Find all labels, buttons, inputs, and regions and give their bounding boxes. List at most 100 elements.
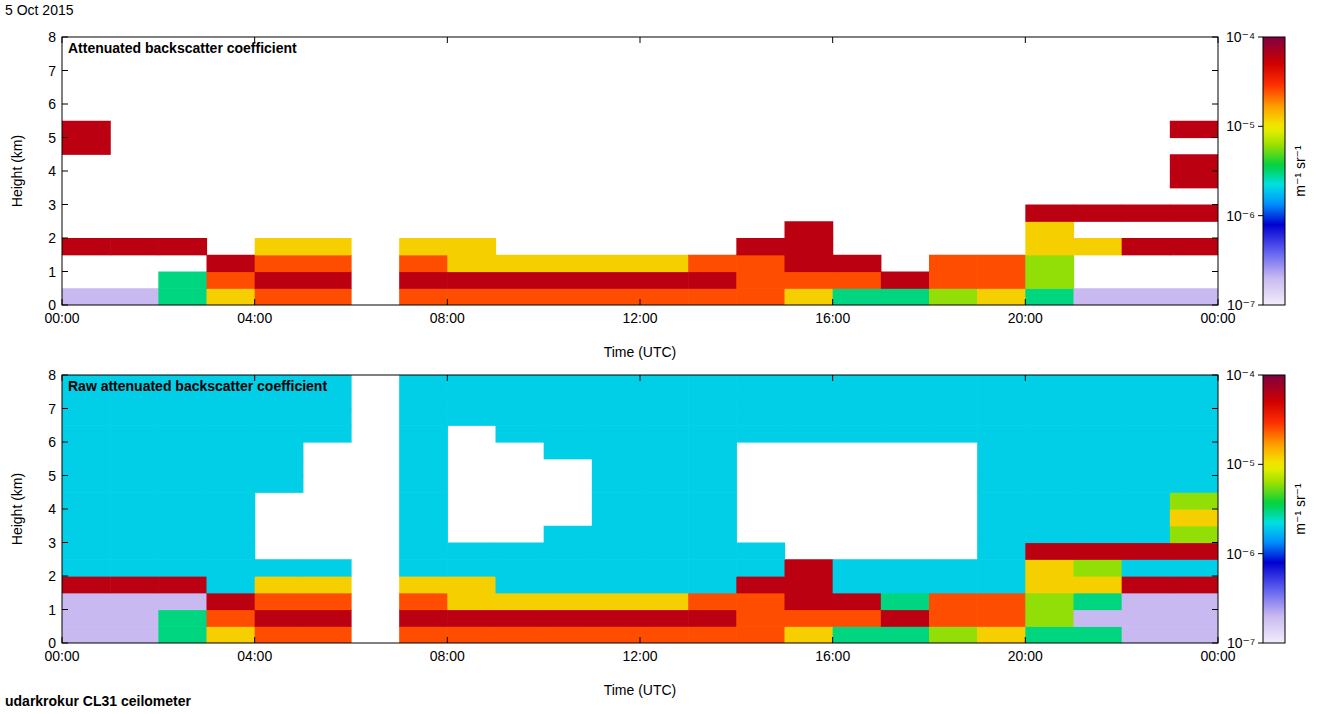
heat-cell — [62, 576, 111, 593]
heat-cell — [255, 409, 304, 426]
heat-cell — [688, 492, 737, 509]
heat-cell — [833, 409, 882, 426]
heat-cell — [640, 476, 689, 493]
heat-cell — [640, 442, 689, 459]
heat-cell — [399, 526, 448, 543]
heat-cell — [207, 543, 256, 560]
heat-cell — [592, 442, 641, 459]
heat-cell — [688, 375, 737, 392]
heat-cell — [1025, 593, 1074, 610]
heat-cell — [255, 392, 304, 409]
heat-cell — [1025, 375, 1074, 392]
heat-cell — [833, 392, 882, 409]
heat-cell — [736, 593, 785, 610]
heat-cell — [977, 593, 1026, 610]
heat-cell — [881, 409, 930, 426]
heat-cell — [1170, 171, 1218, 188]
y-axis-title: Height (km) — [9, 135, 25, 207]
heat-cell — [303, 409, 352, 426]
heat-cell — [833, 610, 882, 627]
panel-title: Raw attenuated backscatter coefficient — [68, 378, 327, 394]
heat-cell — [881, 610, 930, 627]
x-tick — [62, 37, 63, 43]
heat-cell — [110, 559, 159, 576]
heat-cell — [640, 559, 689, 576]
x-tick-label: 16:00 — [815, 648, 850, 664]
y-tick — [1212, 509, 1218, 510]
y-tick — [1212, 238, 1218, 239]
heat-cell — [929, 559, 978, 576]
heat-cell — [736, 543, 785, 560]
x-tick — [640, 637, 641, 643]
heat-cell — [881, 559, 930, 576]
heat-cell — [62, 442, 111, 459]
heat-cell — [544, 409, 593, 426]
heat-cell — [255, 442, 304, 459]
heat-cell — [62, 476, 111, 493]
heat-cell — [496, 610, 545, 627]
y-tick-label: 4 — [48, 501, 56, 517]
heat-cell — [158, 576, 207, 593]
heat-cell — [1170, 509, 1218, 526]
plot-frame — [62, 37, 1218, 305]
heat-cell — [640, 576, 689, 593]
heat-cell — [158, 559, 207, 576]
heat-cell — [110, 409, 159, 426]
heat-cell — [1074, 509, 1123, 526]
heat-cell — [496, 392, 545, 409]
heat-cell — [785, 610, 834, 627]
heat-cell — [207, 476, 256, 493]
x-tick-label: 12:00 — [622, 648, 657, 664]
heat-cell — [1025, 459, 1074, 476]
heat-cell — [640, 492, 689, 509]
heat-cell — [399, 425, 448, 442]
colorbar-tick-label: 10⁻⁶ — [1226, 546, 1255, 562]
y-tick — [62, 204, 68, 205]
heat-cell — [62, 238, 111, 255]
heat-cell — [1074, 459, 1123, 476]
heat-cell — [592, 626, 641, 643]
heat-cell — [736, 392, 785, 409]
heat-cell — [110, 543, 159, 560]
heat-cell — [1025, 442, 1074, 459]
heat-cell — [1074, 593, 1123, 610]
heat-cell — [785, 255, 834, 272]
y-tick — [62, 171, 68, 172]
heat-cell — [110, 238, 159, 255]
heat-cell — [688, 593, 737, 610]
heat-cell — [399, 459, 448, 476]
heat-cell — [544, 543, 593, 560]
heat-cell — [399, 610, 448, 627]
y-tick — [62, 375, 68, 376]
y-tick — [1212, 37, 1218, 38]
y-tick — [1212, 171, 1218, 172]
heat-cell — [62, 593, 111, 610]
heat-cell — [447, 576, 496, 593]
heat-cell — [1170, 576, 1218, 593]
heat-cell — [207, 255, 256, 272]
heat-cell — [977, 255, 1026, 272]
x-tick — [640, 375, 641, 381]
heat-cell — [977, 442, 1026, 459]
heat-cell — [1170, 593, 1218, 610]
heat-cell — [1170, 205, 1218, 222]
y-tick-label: 6 — [48, 434, 56, 450]
heat-cell — [977, 392, 1026, 409]
heat-cell — [640, 610, 689, 627]
heat-cell — [1122, 509, 1171, 526]
heat-cell — [1074, 492, 1123, 509]
heat-cell — [544, 593, 593, 610]
heat-cell — [592, 559, 641, 576]
cells — [62, 121, 1218, 305]
heat-cell — [1122, 375, 1171, 392]
y-tick — [62, 542, 68, 543]
heat-cell — [496, 576, 545, 593]
heat-cell — [1122, 459, 1171, 476]
heat-cell — [785, 288, 834, 305]
y-tick — [62, 271, 68, 272]
heat-cell — [833, 375, 882, 392]
heat-cell — [785, 576, 834, 593]
heat-cell — [1025, 610, 1074, 627]
heat-cell — [496, 375, 545, 392]
heat-cell — [496, 626, 545, 643]
